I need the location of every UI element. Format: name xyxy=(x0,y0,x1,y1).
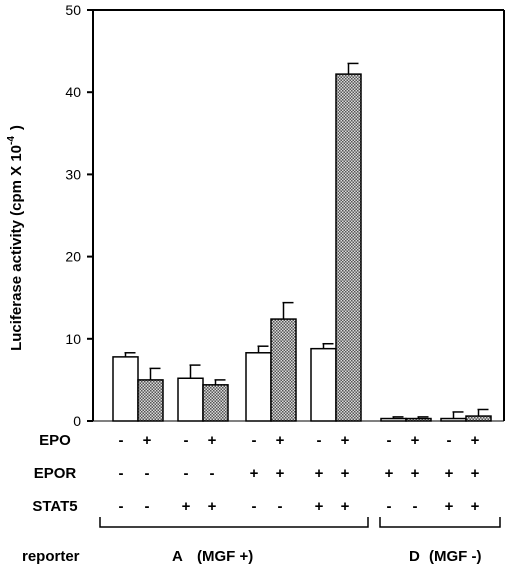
y-axis-title-close: ) xyxy=(8,125,25,130)
condition-sign: + xyxy=(143,432,152,449)
condition-sign: + xyxy=(445,498,454,515)
condition-sign: - xyxy=(119,498,124,515)
condition-sign: + xyxy=(385,465,394,482)
condition-sign: + xyxy=(315,498,324,515)
condition-sign: - xyxy=(252,498,257,515)
condition-sign: - xyxy=(317,432,322,449)
bar-hatched xyxy=(270,318,297,422)
reporter-bracket xyxy=(379,517,501,528)
bar-open xyxy=(310,347,337,422)
condition-sign: + xyxy=(250,465,259,482)
condition-sign: + xyxy=(341,465,350,482)
condition-label-stat5: STAT5 xyxy=(32,498,77,515)
y-tick-label: 40 xyxy=(65,84,81,100)
bar-open xyxy=(112,356,139,422)
condition-label-epor: EPOR xyxy=(34,465,77,482)
reporter-description: (MGF +) xyxy=(197,548,253,565)
reporter-label: reporter xyxy=(22,548,80,565)
condition-sign: + xyxy=(471,498,480,515)
condition-sign: - xyxy=(119,432,124,449)
condition-sign: + xyxy=(471,432,480,449)
condition-sign: + xyxy=(411,432,420,449)
reporter-bracket xyxy=(99,517,369,528)
y-tick-label: 10 xyxy=(65,331,81,347)
bar-hatched xyxy=(335,73,362,422)
y-tick-label: 0 xyxy=(73,413,81,429)
condition-sign: - xyxy=(278,498,283,515)
bar-open xyxy=(245,352,272,422)
condition-sign: + xyxy=(411,465,420,482)
y-axis-title: Luciferase activity (cpm X 10-4) xyxy=(6,125,25,351)
condition-sign: + xyxy=(208,432,217,449)
y-tick-label: 50 xyxy=(65,2,81,18)
condition-sign: + xyxy=(276,465,285,482)
y-axis-title-exponent: -4 xyxy=(6,136,17,145)
condition-sign: - xyxy=(210,465,215,482)
condition-sign: - xyxy=(184,432,189,449)
condition-label-epo: EPO xyxy=(39,432,71,449)
condition-sign: + xyxy=(471,465,480,482)
bar-hatched xyxy=(202,384,229,422)
bar-hatched xyxy=(465,415,492,422)
svg-text:Luciferase activity (cpm X 10: Luciferase activity (cpm X 10-4) xyxy=(6,125,25,351)
condition-sign: - xyxy=(252,432,257,449)
condition-sign: + xyxy=(276,432,285,449)
reporter-description: (MGF -) xyxy=(429,548,481,565)
condition-sign: + xyxy=(208,498,217,515)
condition-sign: - xyxy=(447,432,452,449)
condition-sign: - xyxy=(145,465,150,482)
condition-sign: + xyxy=(315,465,324,482)
condition-sign: + xyxy=(182,498,191,515)
condition-sign: - xyxy=(413,498,418,515)
y-tick-label: 20 xyxy=(65,249,81,265)
reporter-letter: D xyxy=(409,548,420,565)
reporter-letter: A xyxy=(172,548,183,565)
condition-sign: - xyxy=(387,432,392,449)
condition-sign: + xyxy=(341,432,350,449)
condition-sign: + xyxy=(341,498,350,515)
condition-sign: - xyxy=(387,498,392,515)
condition-sign: - xyxy=(184,465,189,482)
condition-sign: - xyxy=(145,498,150,515)
condition-sign: + xyxy=(445,465,454,482)
condition-sign: - xyxy=(119,465,124,482)
y-tick-label: 30 xyxy=(65,166,81,182)
bar-hatched xyxy=(137,379,164,422)
bar-open xyxy=(177,377,204,422)
y-axis-title-text: Luciferase activity (cpm X 10 xyxy=(8,145,25,351)
